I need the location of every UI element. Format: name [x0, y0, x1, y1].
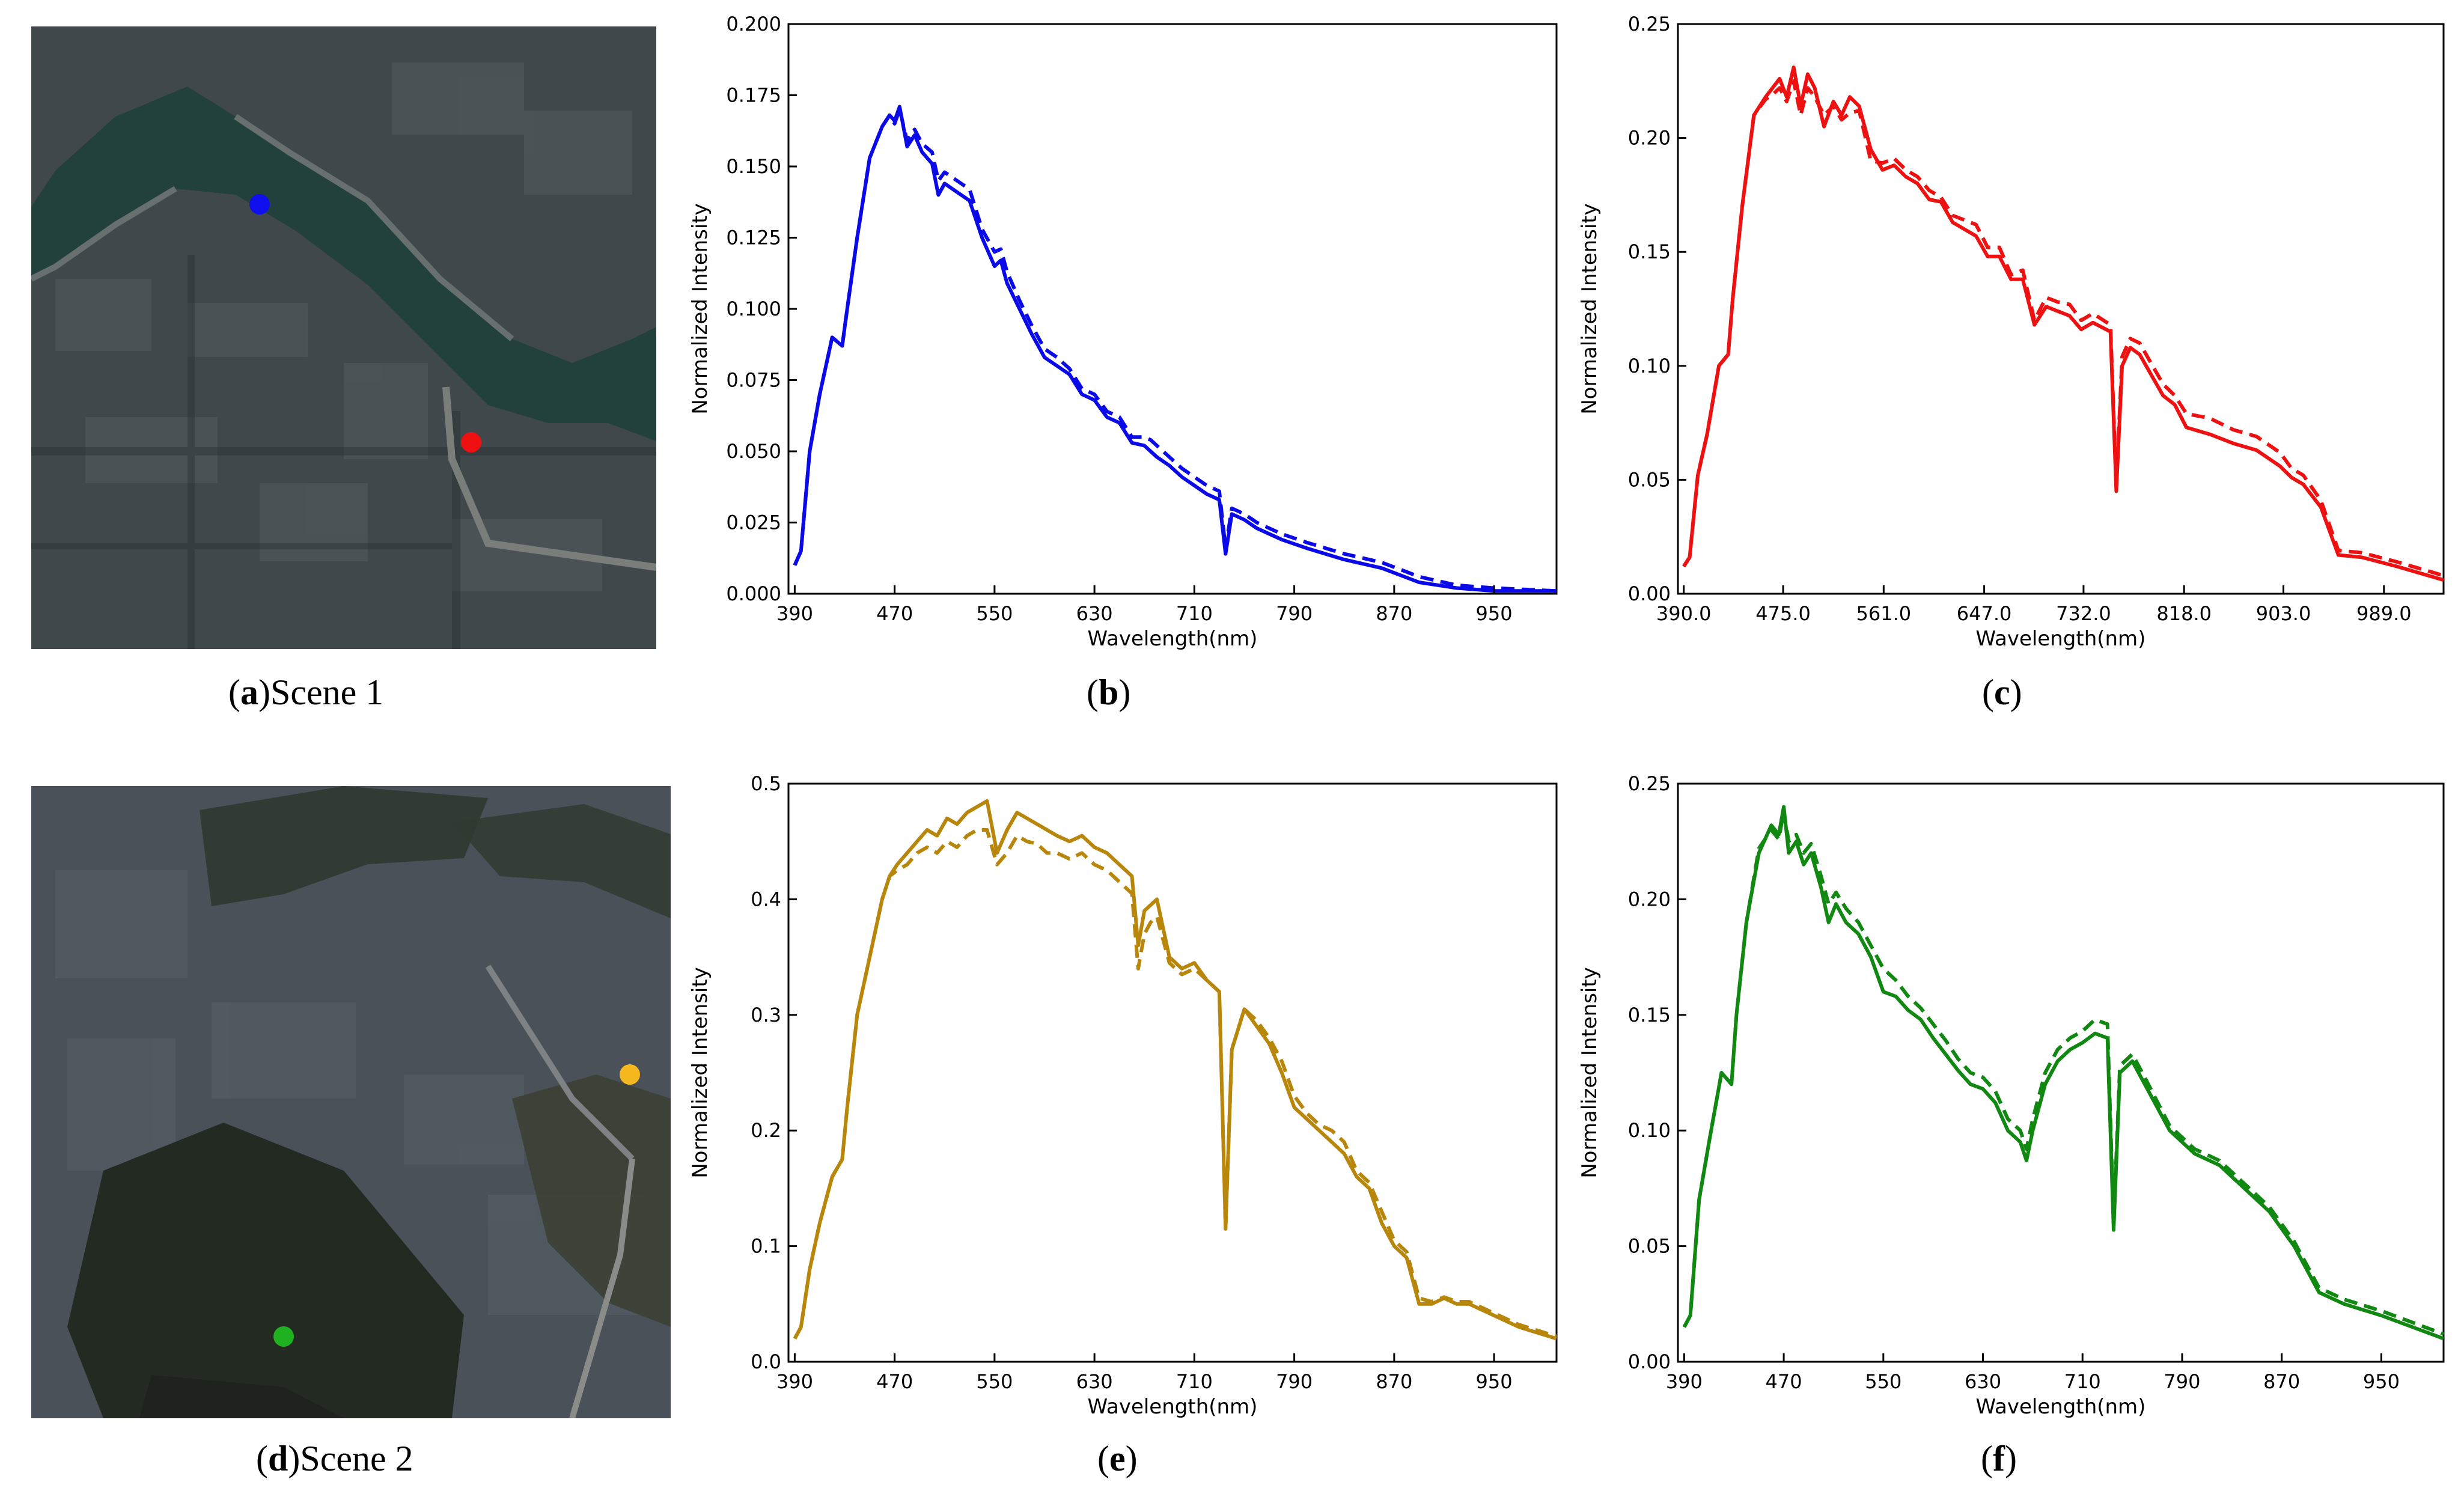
y-tick-label: 0.10 — [1628, 355, 1671, 377]
x-tick-label: 818.0 — [2156, 602, 2212, 625]
x-tick-label: 870 — [1376, 1370, 1412, 1393]
chart-b: 390 470 550 630 710 790 870 950 0.000 0.025 0.050 0… — [688, 13, 1558, 651]
y-tick-label: 0.2 — [751, 1119, 781, 1142]
scene-2-green-marker — [273, 1326, 294, 1347]
scene-1-blue-marker — [249, 194, 270, 215]
y-axis-label: Normalized Intensity — [688, 203, 712, 415]
y-tick-label: 0.4 — [751, 888, 781, 910]
scene-2-yellow-marker — [620, 1064, 640, 1085]
x-tick-label: 790 — [1276, 602, 1313, 625]
series-solid — [793, 799, 1557, 1341]
y-tick-label: 0.20 — [1628, 888, 1671, 910]
x-tick-label: 630 — [1965, 1370, 2001, 1393]
caption-f: (f) — [1981, 1439, 2017, 1478]
y-tick-label: 0.5 — [751, 772, 781, 795]
x-axis-label: Wavelength(nm) — [1088, 1395, 1258, 1419]
series-dashed — [793, 108, 1557, 593]
x-tick-label: 950 — [2363, 1370, 2400, 1393]
y-tick-label: 0.025 — [726, 511, 781, 534]
x-tick-label: 732.0 — [2056, 602, 2111, 625]
y-tick-label: 0.050 — [726, 440, 781, 463]
scene-2-image — [31, 786, 671, 1418]
x-tick-label: 550 — [1865, 1370, 1901, 1393]
x-tick-label: 550 — [976, 602, 1013, 625]
y-tick-label: 0.00 — [1628, 582, 1671, 605]
y-tick-label: 0.0 — [751, 1350, 781, 1373]
series-dashed — [1682, 809, 2445, 1336]
y-tick-label: 0.00 — [1628, 1350, 1671, 1373]
x-tick-label: 710 — [1176, 602, 1213, 625]
y-axis-label: Normalized Intensity — [1578, 203, 1602, 415]
x-tick-label: 390 — [1666, 1370, 1703, 1393]
x-tick-label: 950 — [1476, 1370, 1513, 1393]
x-tick-label: 870 — [2263, 1370, 2300, 1393]
y-tick-label: 0.15 — [1628, 1004, 1671, 1026]
series-dashed — [793, 828, 1557, 1340]
y-tick-label: 0.175 — [726, 84, 781, 107]
y-tick-label: 0.1 — [751, 1235, 781, 1258]
y-tick-label: 0.075 — [726, 369, 781, 392]
y-tick-label: 0.25 — [1628, 13, 1671, 35]
x-tick-label: 390 — [776, 1370, 813, 1393]
y-tick-label: 0.20 — [1628, 127, 1671, 150]
caption-e: (e) — [1097, 1439, 1138, 1478]
x-tick-label: 470 — [876, 602, 913, 625]
series-solid — [793, 105, 1557, 593]
x-tick-label: 470 — [1766, 1370, 1802, 1393]
y-tick-label: 0.10 — [1628, 1119, 1671, 1142]
chart-c: 390.0 475.0 561.0 647.0 732.0 818.0 903.0 989.0… — [1578, 13, 2445, 651]
y-tick-label: 0.000 — [726, 582, 781, 605]
x-tick-label: 550 — [976, 1370, 1013, 1393]
x-tick-label: 710 — [2064, 1370, 2101, 1393]
y-tick-label: 0.200 — [726, 13, 781, 35]
scene-1-red-marker — [461, 432, 481, 453]
x-axis-label: Wavelength(nm) — [1976, 627, 2146, 651]
y-tick-label: 0.125 — [726, 227, 781, 249]
x-tick-label: 470 — [876, 1370, 913, 1393]
y-tick-label: 0.05 — [1628, 468, 1671, 491]
y-tick-label: 0.150 — [726, 155, 781, 178]
scene-1-image — [31, 26, 656, 649]
plot-frame — [1677, 23, 2445, 595]
chart-e: 390 470 550 630 710 790 870 950 0.0 0.1 0.2 0.3 0.4 0… — [688, 772, 1558, 1419]
caption-b: (b) — [1087, 672, 1131, 712]
series-dashed — [1682, 79, 2444, 578]
caption-a: (a)Scene 1 — [228, 672, 384, 712]
x-tick-label: 630 — [1076, 1370, 1113, 1393]
x-tick-label: 790 — [2164, 1370, 2200, 1393]
y-tick-label: 0.100 — [726, 297, 781, 320]
series-solid — [1682, 805, 2445, 1341]
y-tick-label: 0.15 — [1628, 240, 1671, 263]
x-tick-label: 647.0 — [1957, 602, 2012, 625]
caption-c: (c) — [1982, 672, 2022, 712]
caption-d: (d)Scene 2 — [256, 1439, 413, 1478]
y-tick-label: 0.25 — [1628, 772, 1671, 795]
x-tick-label: 475.0 — [1755, 602, 1811, 625]
x-tick-label: 710 — [1176, 1370, 1213, 1393]
x-tick-label: 630 — [1076, 602, 1113, 625]
x-tick-label: 950 — [1476, 602, 1513, 625]
x-tick-label: 390.0 — [1656, 602, 1712, 625]
series-solid — [1682, 66, 2444, 582]
plot-frame — [787, 782, 1558, 1363]
y-axis-label: Normalized Intensity — [1578, 967, 1602, 1178]
y-tick-label: 0.3 — [751, 1004, 781, 1026]
x-tick-label: 903.0 — [2256, 602, 2311, 625]
x-tick-label: 989.0 — [2356, 602, 2412, 625]
x-axis-label: Wavelength(nm) — [1088, 627, 1258, 651]
x-axis-label: Wavelength(nm) — [1976, 1395, 2146, 1419]
x-tick-label: 561.0 — [1856, 602, 1912, 625]
x-tick-label: 790 — [1276, 1370, 1313, 1393]
y-tick-label: 0.05 — [1628, 1235, 1671, 1258]
plot-frame — [1677, 782, 2445, 1363]
chart-f: 390 470 550 630 710 790 870 950 0.00 0.05 0.10 0.15… — [1578, 772, 2445, 1419]
x-tick-label: 390 — [776, 602, 813, 625]
x-tick-label: 870 — [1376, 602, 1412, 625]
y-axis-label: Normalized Intensity — [688, 967, 712, 1178]
plot-frame — [787, 23, 1558, 595]
